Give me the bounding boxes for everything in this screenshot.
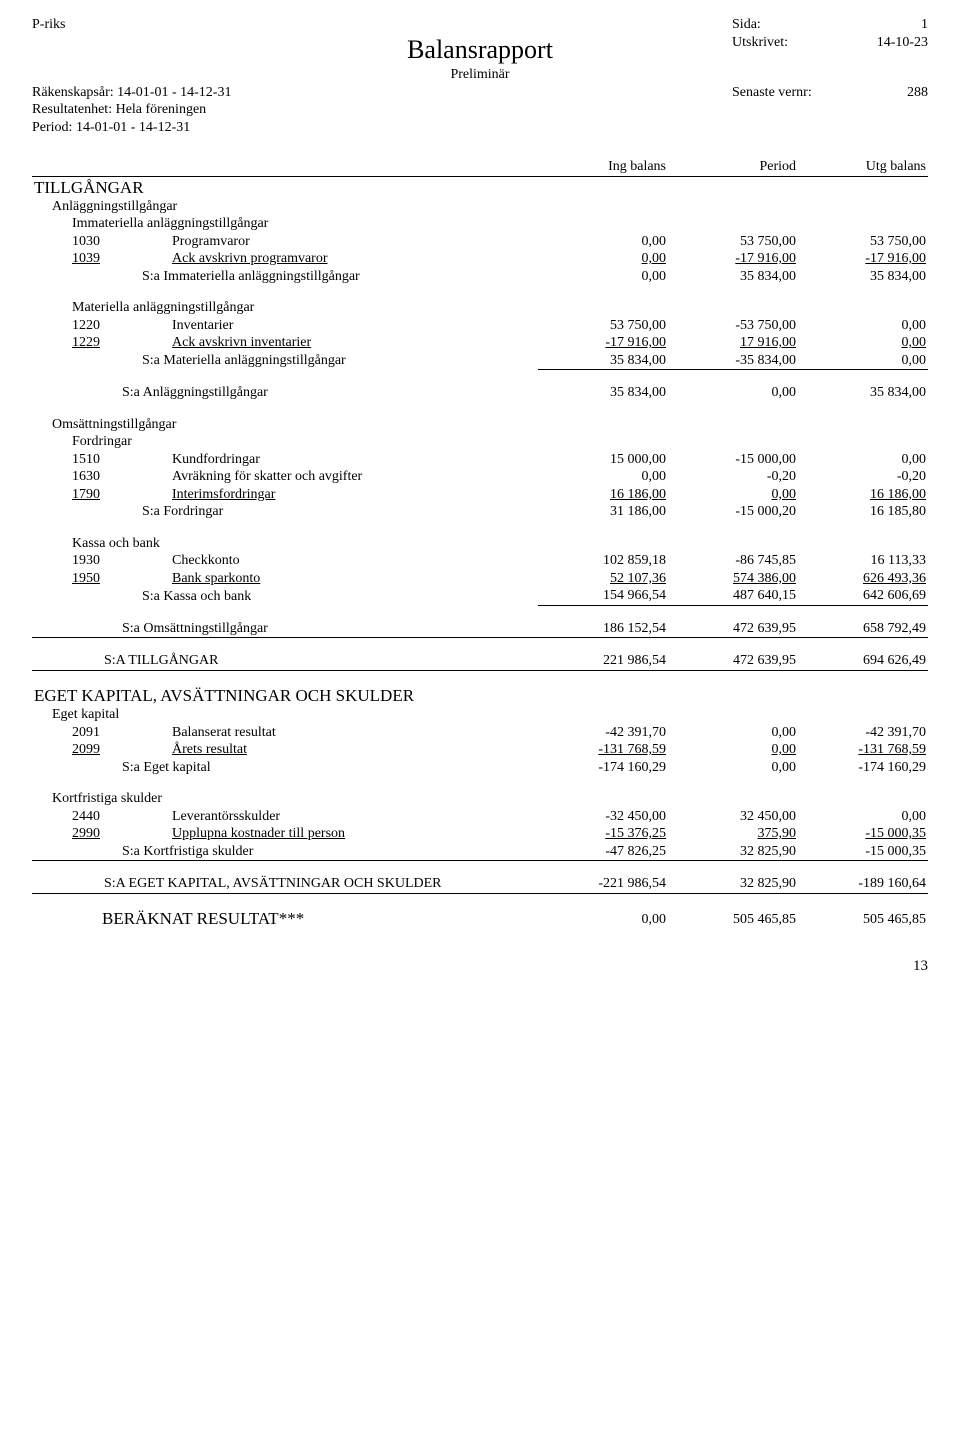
- section-tillgangar: TILLGÅNGAR: [32, 176, 928, 198]
- table-row: 1229 Ack avskrivn inventarier -17 916,00…: [32, 334, 928, 352]
- table-row: 1220 Inventarier 53 750,00 -53 750,00 0,…: [32, 317, 928, 335]
- table-row: 1790 Interimsfordringar 16 186,00 0,00 1…: [32, 486, 928, 504]
- sum-row: S:a Materiella anläggningstillgångar 35 …: [32, 352, 928, 370]
- table-row: 2990 Upplupna kostnader till person -15 …: [32, 825, 928, 843]
- sum-row: S:a Immateriella anläggningstillgångar 0…: [32, 268, 928, 286]
- meta-rakenskapsar: Räkenskapsår: 14-01-01 - 14-12-31: [32, 84, 331, 102]
- sum-row: S:a Anläggningstillgångar 35 834,00 0,00…: [32, 370, 928, 402]
- table-row: 1950 Bank sparkonto 52 107,36 574 386,00…: [32, 570, 928, 588]
- col-header-period: Period: [668, 158, 798, 176]
- table-row: 2440 Leverantörsskulder -32 450,00 32 45…: [32, 808, 928, 826]
- meta-value-utskrivet: 14-10-23: [858, 34, 928, 52]
- meta-period: Period: 14-01-01 - 14-12-31: [32, 119, 928, 137]
- table-row: 1030 Programvaror 0,00 53 750,00 53 750,…: [32, 233, 928, 251]
- report-title: Balansrapport: [331, 34, 630, 67]
- total-assets-row: S:A TILLGÅNGAR 221 986,54 472 639,95 694…: [32, 638, 928, 671]
- meta-label-sida: Sida:: [732, 16, 842, 34]
- group-kassa: Kassa och bank: [32, 521, 928, 553]
- meta-label-utskrivet: Utskrivet:: [732, 34, 842, 52]
- org-name: P-riks: [32, 16, 331, 34]
- group-immateriella: Immateriella anläggningstillgångar: [32, 215, 928, 233]
- sum-row: S:a Kortfristiga skulder -47 826,25 32 8…: [32, 843, 928, 861]
- meta-label-vernr: Senaste vernr:: [732, 84, 842, 102]
- sum-row: S:a Omsättningstillgångar 186 152,54 472…: [32, 605, 928, 638]
- table-row: 1510 Kundfordringar 15 000,00 -15 000,00…: [32, 451, 928, 469]
- sum-row: S:a Fordringar 31 186,00 -15 000,20 16 1…: [32, 503, 928, 521]
- group-materiella: Materiella anläggningstillgångar: [32, 285, 928, 317]
- subsection-anlaggning: Anläggningstillgångar: [32, 198, 928, 216]
- col-header-utg: Utg balans: [798, 158, 928, 176]
- table-row: 1930 Checkkonto 102 859,18 -86 745,85 16…: [32, 552, 928, 570]
- result-row: BERÄKNAT RESULTAT*** 0,00 505 465,85 505…: [32, 893, 928, 929]
- group-eget-kapital: Eget kapital: [32, 706, 928, 724]
- subsection-omsattning: Omsättningstillgångar: [32, 402, 928, 434]
- page-number: 13: [32, 957, 928, 976]
- meta-value-vernr: 288: [858, 84, 928, 102]
- meta-resultatenhet: Resultatenhet: Hela föreningen: [32, 101, 928, 119]
- group-kortfristiga: Kortfristiga skulder: [32, 776, 928, 808]
- balance-table: Ing balans Period Utg balans TILLGÅNGAR …: [32, 158, 928, 929]
- table-row: 2099 Årets resultat -131 768,59 0,00 -13…: [32, 741, 928, 759]
- report-subtitle: Preliminär: [331, 66, 630, 84]
- group-fordringar: Fordringar: [32, 433, 928, 451]
- table-row: 1039 Ack avskrivn programvaror 0,00 -17 …: [32, 250, 928, 268]
- sum-row: S:a Eget kapital -174 160,29 0,00 -174 1…: [32, 759, 928, 777]
- total-liab-row: S:A EGET KAPITAL, AVSÄTTNINGAR OCH SKULD…: [32, 861, 928, 894]
- table-row: 2091 Balanserat resultat -42 391,70 0,00…: [32, 724, 928, 742]
- meta-value-sida: 1: [858, 16, 928, 34]
- section-eget-kapital: EGET KAPITAL, AVSÄTTNINGAR OCH SKULDER: [32, 670, 928, 706]
- table-row: 1630 Avräkning för skatter och avgifter …: [32, 468, 928, 486]
- sum-row: S:a Kassa och bank 154 966,54 487 640,15…: [32, 587, 928, 605]
- col-header-ing: Ing balans: [538, 158, 668, 176]
